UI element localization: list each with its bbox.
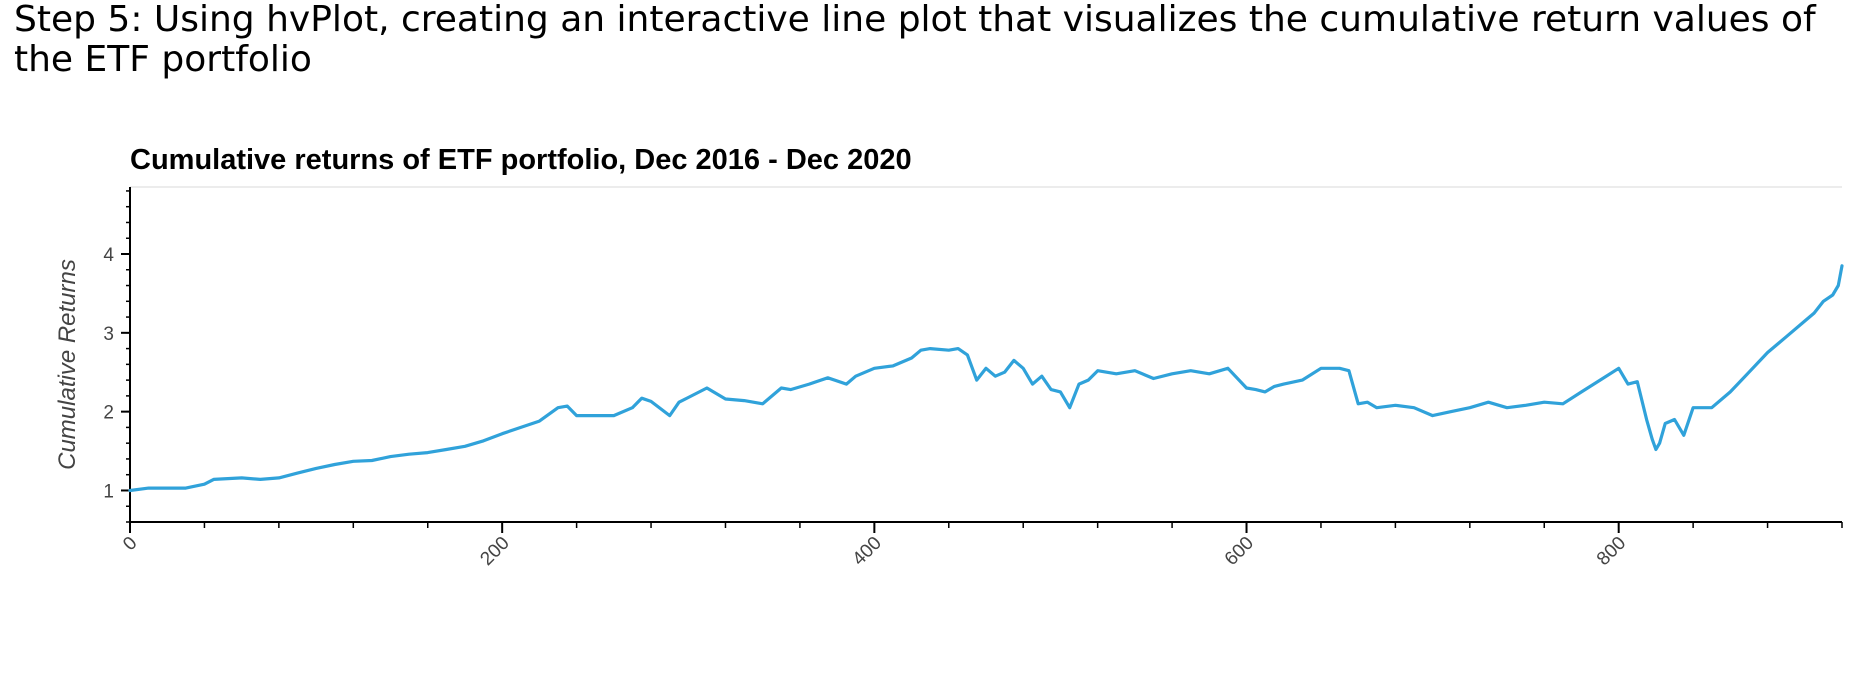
x-tick-label: 200 <box>476 533 513 570</box>
chart-title: Cumulative returns of ETF portfolio, Dec… <box>130 144 912 176</box>
cumulative-returns-line[interactable] <box>128 264 1844 493</box>
y-tick-label: 1 <box>103 481 114 502</box>
x-tick-label: 800 <box>1593 533 1630 570</box>
x-tick-label: 400 <box>849 533 886 570</box>
x-tick-label: 600 <box>1221 533 1258 570</box>
y-axis-label: Cumulative Returns <box>54 259 81 470</box>
y-tick-label: 3 <box>103 324 114 345</box>
chart-panel[interactable]: Cumulative returns of ETF portfolio, Dec… <box>0 130 1854 680</box>
line-chart[interactable]: 1 2 3 4 0 200 400 600 800 Cumulative Returns <box>0 130 1854 680</box>
y-tick-label: 2 <box>103 403 114 424</box>
y-tick-label: 4 <box>103 245 114 266</box>
x-tick-label: 0 <box>119 533 141 555</box>
step-heading: Step 5: Using hvPlot, creating an intera… <box>14 0 1816 80</box>
